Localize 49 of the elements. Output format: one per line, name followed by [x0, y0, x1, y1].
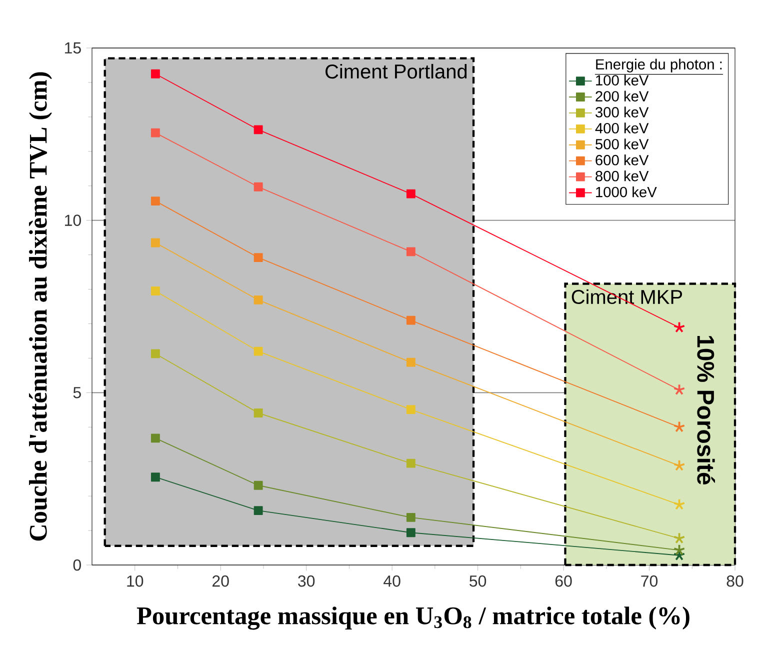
y-tick-label: 5	[73, 387, 81, 398]
annotation: 10% Porosité	[697, 336, 715, 484]
point	[254, 346, 263, 356]
y-tick-label: 15	[65, 42, 81, 54]
legend-label: 800 keV	[596, 170, 649, 182]
x-tick-label: 70	[641, 575, 658, 587]
y-axis-title: Couche d'atténuation au dixième TVL (cm)	[29, 72, 52, 541]
point	[406, 528, 416, 538]
x-tick-label: 50	[470, 575, 486, 587]
legend-label: 100 keV	[596, 74, 649, 86]
x-tick-label: 30	[298, 575, 315, 587]
point	[150, 128, 160, 138]
point	[254, 408, 263, 418]
point	[150, 238, 160, 248]
x-tick-label: 80	[726, 575, 744, 587]
legend-label: 1000 keV	[596, 186, 657, 198]
legend-label: 300 keV	[596, 106, 649, 118]
x-axis-title: Pourcentage massique en U$_{3}$O$_{8}$ / matrice totale (%)	[136, 606, 690, 630]
point	[254, 480, 263, 490]
band-label: Ciment Portland	[326, 64, 467, 79]
legend-title: Energie du photon :	[596, 58, 722, 72]
x-tick-label: 10	[127, 575, 144, 587]
point	[406, 316, 416, 325]
point	[150, 286, 160, 296]
point	[406, 358, 416, 367]
point	[406, 247, 416, 256]
point	[150, 434, 160, 443]
point	[150, 349, 160, 358]
legend-label: 400 keV	[595, 122, 649, 134]
y-tick-label: 10	[65, 214, 81, 226]
legend-label: 200 keV	[596, 90, 649, 102]
point	[406, 458, 416, 468]
point	[150, 472, 160, 482]
x-tick-label: 20	[212, 575, 229, 587]
point	[254, 506, 263, 516]
legend-label: 500 keV	[596, 138, 649, 150]
point	[406, 189, 416, 198]
x-tick-label: 60	[555, 575, 572, 587]
x-tick-label: 40	[384, 575, 400, 587]
point	[150, 196, 160, 206]
point	[406, 405, 416, 414]
point	[406, 512, 416, 522]
point	[150, 69, 160, 78]
y-tick-label: 0	[73, 559, 81, 571]
legend-label: 600 keV	[596, 154, 649, 166]
point	[254, 182, 263, 192]
point	[254, 253, 263, 262]
point	[254, 295, 263, 304]
point	[254, 125, 263, 134]
